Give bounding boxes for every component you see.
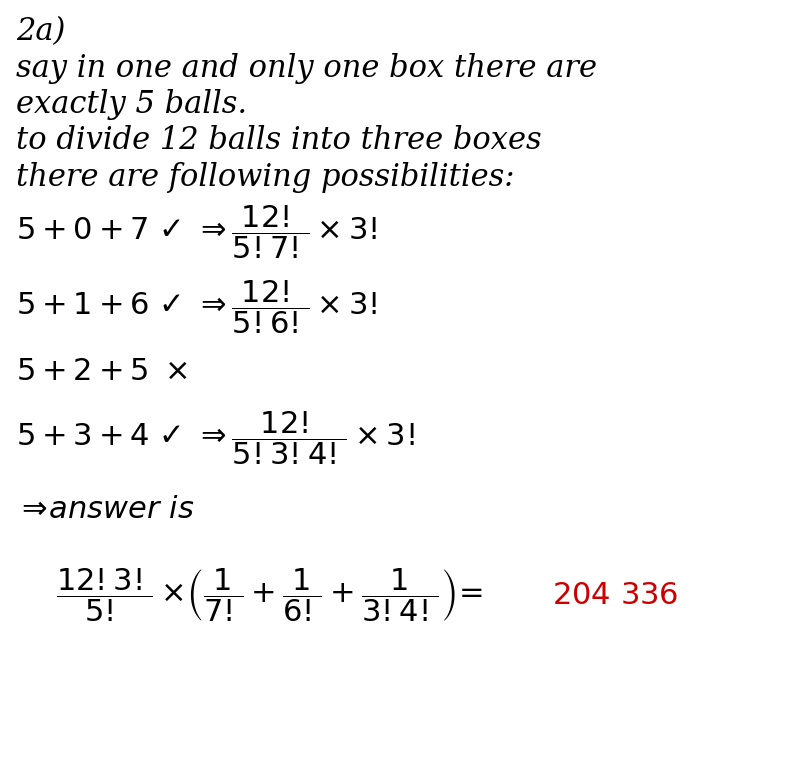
Text: say in one and only one box there are: say in one and only one box there are: [16, 53, 597, 83]
Text: 2a): 2a): [16, 17, 66, 47]
Text: there are following possibilities:: there are following possibilities:: [16, 162, 514, 193]
Text: $5+0+7\ \checkmark\ \Rightarrow\dfrac{12!}{5!7!}\times3!$: $5+0+7\ \checkmark\ \Rightarrow\dfrac{12…: [16, 204, 378, 262]
Text: $5+3+4\ \checkmark\ \Rightarrow\dfrac{12!}{5!3!4!}\times3!$: $5+3+4\ \checkmark\ \Rightarrow\dfrac{12…: [16, 409, 415, 467]
Text: exactly 5 balls.: exactly 5 balls.: [16, 89, 247, 120]
Text: $5+1+6\ \checkmark\ \Rightarrow\dfrac{12!}{5!6!}\times3!$: $5+1+6\ \checkmark\ \Rightarrow\dfrac{12…: [16, 278, 378, 336]
Text: $5+2+5\ \times$: $5+2+5\ \times$: [16, 357, 188, 386]
Text: $204\ 336$: $204\ 336$: [552, 581, 678, 609]
Text: $\dfrac{12!3!}{5!}\times\!\left(\dfrac{1}{7!}+\dfrac{1}{6!}+\dfrac{1}{3!4!}\righ: $\dfrac{12!3!}{5!}\times\!\left(\dfrac{1…: [56, 566, 482, 624]
Text: $\Rightarrow\!answer\ is$: $\Rightarrow\!answer\ is$: [16, 495, 194, 524]
Text: to divide 12 balls into three boxes: to divide 12 balls into three boxes: [16, 126, 542, 156]
